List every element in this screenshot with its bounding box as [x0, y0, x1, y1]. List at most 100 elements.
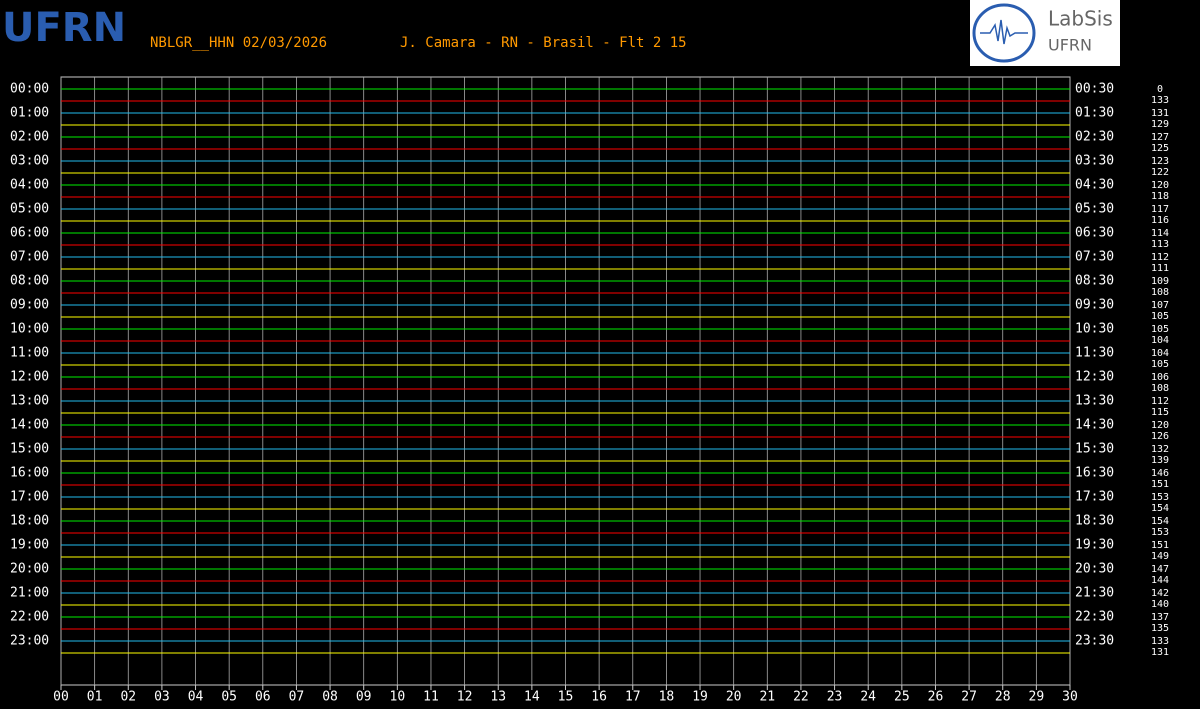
x-tick-label: 00 [53, 690, 69, 705]
row-number: 120 [1151, 180, 1169, 191]
left-time-label: 12:00 [10, 370, 49, 385]
right-time-label: 10:30 [1075, 322, 1114, 337]
x-tick-label: 19 [692, 690, 708, 705]
left-time-label: 05:00 [10, 202, 49, 217]
x-tick-label: 05 [221, 690, 237, 705]
row-number: 122 [1151, 167, 1169, 178]
row-number: 104 [1151, 348, 1169, 359]
right-time-label: 09:30 [1075, 298, 1114, 313]
row-number: 117 [1151, 204, 1169, 215]
row-number: 142 [1151, 588, 1169, 599]
x-tick-label: 03 [154, 690, 170, 705]
row-number: 111 [1151, 263, 1169, 274]
right-time-label: 13:30 [1075, 394, 1114, 409]
x-tick-label: 14 [524, 690, 540, 705]
left-time-label: 21:00 [10, 586, 49, 601]
right-time-label: 20:30 [1075, 562, 1114, 577]
right-time-label: 15:30 [1075, 442, 1114, 457]
left-time-label: 23:00 [10, 634, 49, 649]
x-tick-label: 20 [726, 690, 742, 705]
right-time-label: 11:30 [1075, 346, 1114, 361]
x-tick-label: 29 [1029, 690, 1045, 705]
row-number: 113 [1151, 239, 1169, 250]
right-time-label: 07:30 [1075, 250, 1114, 265]
row-number: 116 [1151, 215, 1169, 226]
row-number: 105 [1151, 324, 1169, 335]
left-time-label: 04:00 [10, 178, 49, 193]
x-tick-label: 21 [759, 690, 775, 705]
row-number: 135 [1151, 623, 1169, 634]
right-time-label: 01:30 [1075, 106, 1114, 121]
row-number: 112 [1151, 396, 1169, 407]
row-number: 107 [1151, 300, 1169, 311]
left-time-label: 15:00 [10, 442, 49, 457]
x-tick-label: 04 [188, 690, 204, 705]
row-number: 114 [1151, 228, 1169, 239]
row-number: 0 [1157, 84, 1163, 95]
right-time-label: 05:30 [1075, 202, 1114, 217]
right-time-label: 18:30 [1075, 514, 1114, 529]
right-time-label: 02:30 [1075, 130, 1114, 145]
x-tick-label: 30 [1062, 690, 1078, 705]
x-tick-label: 08 [322, 690, 338, 705]
row-number: 108 [1151, 287, 1169, 298]
right-time-label: 19:30 [1075, 538, 1114, 553]
left-time-label: 00:00 [10, 82, 49, 97]
row-number: 105 [1151, 311, 1169, 322]
row-number: 147 [1151, 564, 1169, 575]
row-number: 131 [1151, 108, 1169, 119]
left-time-label: 08:00 [10, 274, 49, 289]
x-tick-label: 07 [289, 690, 305, 705]
left-time-label: 14:00 [10, 418, 49, 433]
left-time-label: 09:00 [10, 298, 49, 313]
left-time-label: 07:00 [10, 250, 49, 265]
left-time-label: 16:00 [10, 466, 49, 481]
x-tick-label: 10 [390, 690, 406, 705]
right-time-label: 17:30 [1075, 490, 1114, 505]
labsis-logo-wave [980, 19, 1028, 45]
row-number: 153 [1151, 492, 1169, 503]
row-number: 112 [1151, 252, 1169, 263]
x-tick-label: 25 [894, 690, 910, 705]
row-number: 137 [1151, 612, 1169, 623]
row-number: 120 [1151, 420, 1169, 431]
x-tick-label: 11 [423, 690, 439, 705]
row-number: 129 [1151, 119, 1169, 130]
x-tick-label: 13 [490, 690, 506, 705]
left-time-label: 10:00 [10, 322, 49, 337]
right-time-label: 03:30 [1075, 154, 1114, 169]
station-title: NBLGR__HHN 02/03/2026 [150, 35, 327, 51]
x-tick-label: 06 [255, 690, 271, 705]
row-number: 104 [1151, 335, 1169, 346]
row-number: 127 [1151, 132, 1169, 143]
left-time-label: 20:00 [10, 562, 49, 577]
row-number: 153 [1151, 527, 1169, 538]
row-number: 115 [1151, 407, 1169, 418]
right-time-label: 23:30 [1075, 634, 1114, 649]
row-number: 131 [1151, 647, 1169, 658]
labsis-logo-box [970, 0, 1120, 66]
left-time-label: 06:00 [10, 226, 49, 241]
left-time-label: 17:00 [10, 490, 49, 505]
left-time-label: 03:00 [10, 154, 49, 169]
right-time-label: 06:30 [1075, 226, 1114, 241]
left-time-label: 13:00 [10, 394, 49, 409]
right-time-label: 08:30 [1075, 274, 1114, 289]
x-tick-label: 12 [457, 690, 473, 705]
row-number: 140 [1151, 599, 1169, 610]
right-time-label: 00:30 [1075, 82, 1114, 97]
row-number: 151 [1151, 540, 1169, 551]
row-number: 125 [1151, 143, 1169, 154]
right-time-label: 04:30 [1075, 178, 1114, 193]
row-number: 106 [1151, 372, 1169, 383]
left-time-label: 01:00 [10, 106, 49, 121]
x-tick-label: 24 [860, 690, 876, 705]
x-tick-label: 17 [625, 690, 641, 705]
x-tick-label: 02 [120, 690, 136, 705]
row-number: 126 [1151, 431, 1169, 442]
row-number: 108 [1151, 383, 1169, 394]
row-number: 133 [1151, 95, 1169, 106]
x-tick-label: 28 [995, 690, 1011, 705]
x-tick-label: 15 [558, 690, 574, 705]
